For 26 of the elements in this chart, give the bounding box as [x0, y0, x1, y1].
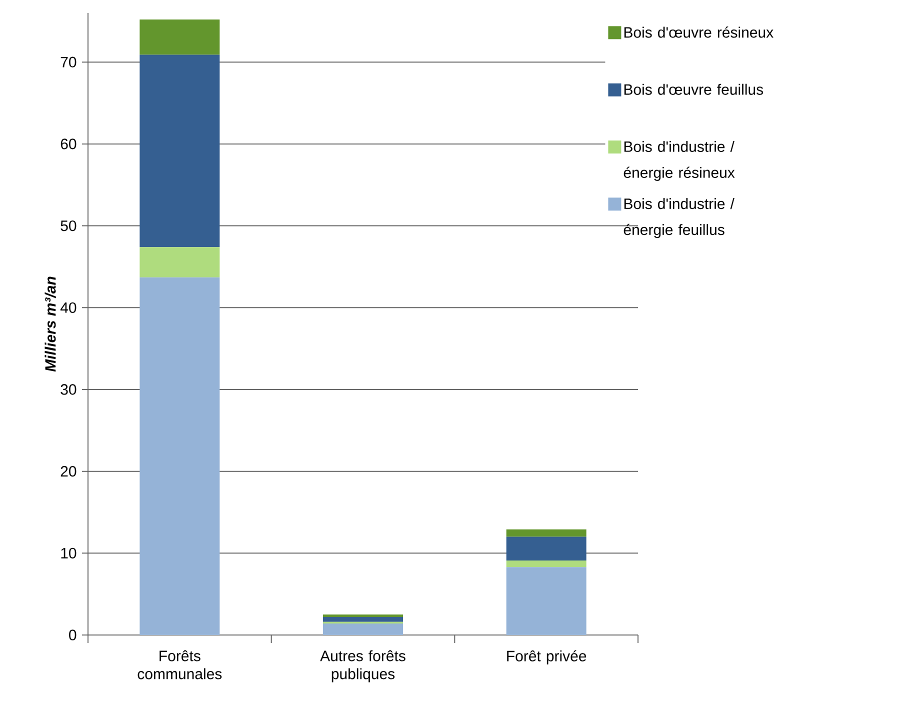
y-tick-label: 10: [61, 548, 76, 558]
legend-label: Bois d'industrie / énergie résineux: [624, 140, 735, 181]
y-tick-label: 20: [60, 466, 76, 477]
bar: [140, 277, 220, 635]
bar: [140, 247, 220, 278]
legend-label: Bois d'œuvre résineux: [624, 26, 774, 38]
legend-label: Bois d'œuvre feuillus: [624, 84, 764, 95]
bar: [323, 624, 404, 635]
x-tick-label: Autres forêts publiques: [320, 650, 406, 682]
x-tick-label: Forêts communales: [138, 650, 222, 680]
y-axis-title: Milliers m³/an: [44, 276, 56, 372]
y-tick-label: 40: [60, 302, 76, 313]
bar: [506, 529, 586, 537]
bar: [506, 567, 586, 635]
y-tick-label: 70: [60, 56, 76, 68]
bar: [506, 560, 586, 568]
legend-label: Bois d'industrie / énergie feuillus: [624, 198, 734, 238]
y-tick-label: 60: [60, 138, 76, 150]
bar: [140, 54, 220, 248]
bar: [140, 20, 220, 55]
y-tick-label: 0: [69, 630, 76, 640]
y-tick-label: 30: [60, 384, 76, 395]
y-tick-label: 50: [60, 220, 76, 232]
bar: [323, 616, 404, 622]
bar: [506, 536, 586, 561]
x-tick-label: Forêt privée: [507, 650, 586, 664]
